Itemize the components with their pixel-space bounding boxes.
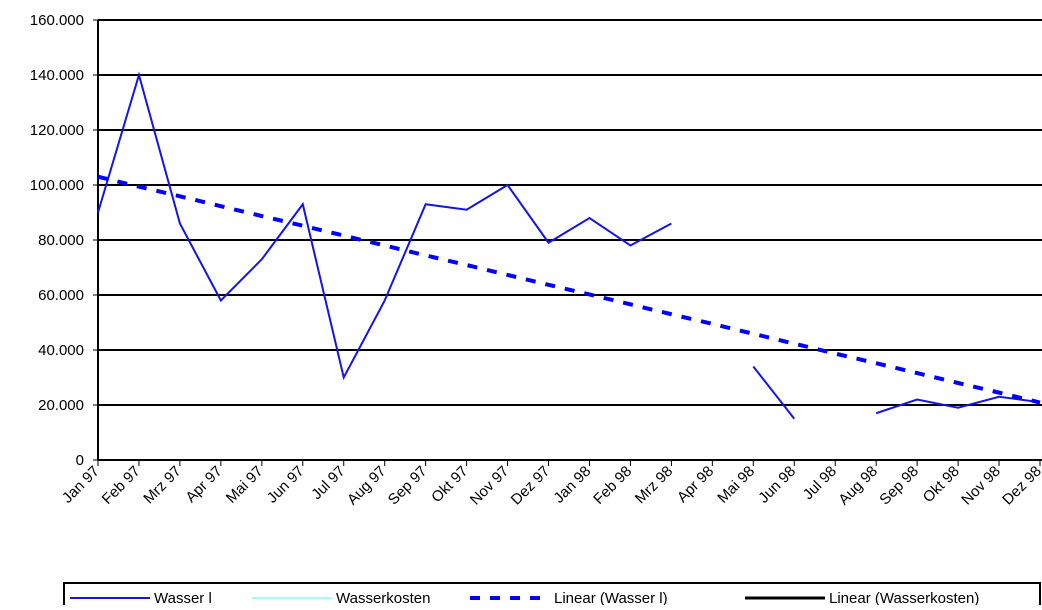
x-tick-label: Mai 98 — [714, 463, 758, 507]
y-tick-label: 60.000 — [38, 287, 84, 304]
x-tick-label: Feb 98 — [590, 463, 635, 508]
x-tick-label: Mrz 98 — [632, 463, 676, 507]
y-tick-label: 140.000 — [30, 67, 84, 84]
x-tick-label: Jan 98 — [550, 463, 594, 507]
x-tick-label: Aug 97 — [344, 463, 390, 509]
x-tick-label: Okt 98 — [920, 463, 963, 506]
x-tick-label: Nov 97 — [467, 463, 513, 509]
x-tick-label: Mai 97 — [223, 463, 267, 507]
x-tick-label: Jan 97 — [59, 463, 103, 507]
x-tick-label: Apr 98 — [674, 463, 717, 506]
x-tick-label: Okt 97 — [428, 463, 471, 506]
x-tick-label: Jun 97 — [264, 463, 308, 507]
x-tick-label: Dez 98 — [999, 463, 1042, 509]
data-line — [97, 174, 1041, 405]
y-tick-label: 40.000 — [38, 342, 84, 359]
legend-label: Linear (Wasserkosten) — [829, 590, 979, 605]
y-tick-label: 80.000 — [38, 232, 84, 249]
x-tick-label: Feb 97 — [99, 463, 144, 508]
x-tick-label: Sep 98 — [876, 463, 922, 509]
data-line — [97, 71, 1041, 420]
y-tick-label: 100.000 — [30, 177, 84, 194]
x-tick-label: Sep 97 — [385, 463, 431, 509]
y-tick-label: 160.000 — [30, 12, 84, 29]
x-tick-label: Jun 98 — [755, 463, 799, 507]
legend-label: Wasser l — [154, 590, 212, 605]
legend-label: Wasserkosten — [336, 590, 430, 605]
x-tick-label: Aug 98 — [835, 463, 881, 509]
x-tick-label: Apr 97 — [182, 463, 225, 506]
x-tick-label: Mrz 97 — [140, 463, 184, 507]
x-tick-label: Nov 98 — [958, 463, 1004, 509]
x-tick-label: Jul 97 — [308, 463, 348, 503]
y-tick-label: 120.000 — [30, 122, 84, 139]
y-tick-label: 0 — [76, 452, 84, 469]
y-tick-label: 20.000 — [38, 397, 84, 414]
x-tick-label: Jul 98 — [800, 463, 840, 503]
legend-label: Linear (Wasser l) — [554, 590, 668, 605]
x-tick-label: Dez 97 — [508, 463, 554, 509]
